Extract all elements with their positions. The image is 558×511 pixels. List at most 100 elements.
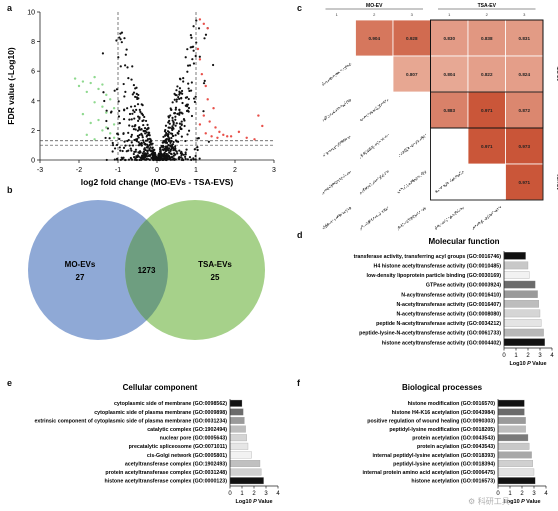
upregulated-point bbox=[198, 123, 202, 126]
category-label: N-acetyltransferase activity (GO:0008080… bbox=[396, 312, 501, 318]
scatter-point bbox=[415, 177, 417, 179]
scatter-point bbox=[485, 218, 487, 219]
scatter-point bbox=[332, 148, 334, 150]
scatter-point bbox=[491, 212, 493, 214]
scatter-point bbox=[417, 213, 419, 214]
scatter-point bbox=[331, 183, 333, 185]
upregulated-point bbox=[261, 124, 264, 128]
category-label: transferase activity, transferring acyl … bbox=[354, 254, 502, 260]
scatter-point bbox=[373, 217, 375, 219]
scatter-point bbox=[380, 140, 382, 142]
data-point bbox=[134, 124, 137, 127]
scatter-point bbox=[404, 148, 406, 150]
scatter-point bbox=[418, 212, 420, 214]
scatter-point bbox=[387, 171, 389, 173]
scatter-point bbox=[335, 148, 337, 150]
scatter-point bbox=[382, 102, 384, 104]
scatter-point bbox=[378, 143, 380, 145]
scatter-point bbox=[453, 214, 455, 216]
scatter-point bbox=[435, 227, 437, 229]
upregulated-point bbox=[229, 135, 233, 138]
data-point bbox=[163, 154, 166, 158]
scatter-point bbox=[362, 191, 364, 193]
scatter-point bbox=[368, 149, 370, 151]
scatter-point bbox=[338, 107, 340, 108]
scatter-point bbox=[459, 210, 460, 212]
category-label: cytoplasmic side of membrane (GO:0098562… bbox=[114, 401, 227, 407]
scatter-point bbox=[473, 228, 475, 230]
data-point bbox=[178, 97, 181, 100]
scatter-point bbox=[344, 140, 346, 142]
data-point bbox=[176, 112, 179, 115]
scatter-point bbox=[438, 187, 440, 189]
scatter-point bbox=[337, 180, 339, 181]
scatter-point bbox=[344, 102, 346, 104]
data-point bbox=[194, 154, 197, 158]
scatter-point bbox=[330, 150, 332, 152]
scatter-point bbox=[348, 101, 350, 103]
scatter-point bbox=[444, 219, 446, 221]
scatter-point bbox=[367, 220, 369, 222]
data-point bbox=[192, 49, 195, 52]
data-point bbox=[185, 148, 188, 151]
scatter-point bbox=[337, 109, 339, 111]
scatter-point bbox=[349, 171, 351, 173]
scatter-point bbox=[339, 214, 340, 216]
scatter-point bbox=[369, 219, 371, 221]
scatter-point bbox=[403, 188, 405, 190]
data-point bbox=[119, 38, 122, 41]
scatter-point bbox=[340, 213, 342, 215]
scatter-point bbox=[370, 111, 372, 113]
data-point bbox=[182, 153, 185, 156]
data-point bbox=[180, 154, 183, 157]
bar bbox=[497, 460, 533, 467]
data-point bbox=[181, 157, 184, 160]
data-point bbox=[166, 130, 170, 133]
scatter-point bbox=[383, 175, 385, 177]
data-point bbox=[120, 31, 124, 34]
scatter-point bbox=[340, 104, 342, 106]
scatter-point bbox=[325, 81, 327, 83]
scatter-point bbox=[341, 178, 343, 180]
scatter-point bbox=[454, 175, 456, 177]
data-point bbox=[167, 144, 170, 147]
data-point bbox=[143, 115, 146, 119]
scatter-point bbox=[406, 186, 408, 188]
scatter-point bbox=[446, 220, 448, 222]
scatter-point bbox=[450, 217, 451, 219]
column-label: 3 bbox=[523, 12, 526, 17]
data-point bbox=[108, 137, 111, 140]
data-point bbox=[194, 158, 197, 161]
correlation-value: 0.973 bbox=[519, 144, 531, 149]
correlation-value: 0.822 bbox=[481, 72, 493, 77]
scatter-point bbox=[379, 214, 381, 215]
data-point bbox=[187, 129, 191, 132]
scatter-point bbox=[335, 110, 337, 112]
scatter-point bbox=[340, 215, 342, 216]
scatter-point bbox=[406, 147, 408, 149]
scatter-point bbox=[437, 224, 439, 226]
chart-title: Cellular component bbox=[123, 383, 198, 392]
scatter-point bbox=[323, 82, 325, 84]
scatter-point bbox=[416, 211, 418, 213]
scatter-point bbox=[377, 143, 379, 144]
category-label: nuclear pore (GO:0005643) bbox=[160, 436, 228, 442]
panel-label-b: b bbox=[7, 185, 13, 195]
scatter-point bbox=[440, 187, 442, 188]
data-point bbox=[144, 129, 147, 133]
data-point bbox=[111, 150, 114, 153]
scatter-point bbox=[444, 220, 446, 222]
scatter-point bbox=[417, 176, 419, 177]
scatter-point bbox=[423, 136, 425, 138]
data-point bbox=[134, 128, 137, 131]
scatter-point bbox=[452, 179, 454, 181]
x-axis-label: Log10 P Value bbox=[509, 361, 546, 367]
scatter-point bbox=[400, 224, 402, 226]
data-point bbox=[167, 115, 170, 118]
group-label: TSA-EV bbox=[478, 3, 497, 9]
scatter-point bbox=[365, 186, 367, 188]
data-point bbox=[172, 154, 175, 157]
data-point bbox=[186, 133, 189, 136]
data-point bbox=[109, 111, 113, 114]
scatter-point bbox=[421, 138, 423, 140]
